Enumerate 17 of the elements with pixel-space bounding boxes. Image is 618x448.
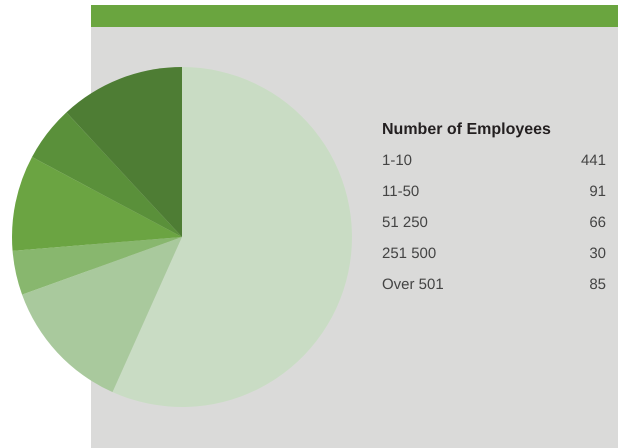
pie-slice bbox=[12, 237, 182, 295]
pie-slice bbox=[66, 67, 182, 237]
pie-slice bbox=[112, 67, 352, 407]
category-label: 11-50 bbox=[382, 183, 420, 200]
category-label: Over 501 bbox=[382, 276, 444, 293]
data-label: 441 bbox=[580, 152, 606, 169]
data-label: 91 bbox=[589, 183, 606, 200]
data-label: 85 bbox=[589, 276, 606, 293]
pie-slice bbox=[12, 156, 182, 251]
category-label: 51 250 bbox=[382, 214, 428, 231]
category-label: 1-10 bbox=[382, 152, 412, 169]
data-label: 66 bbox=[589, 214, 606, 231]
category-label: 251 500 bbox=[382, 245, 436, 262]
text: Number of Employees bbox=[382, 121, 552, 138]
pie-slice bbox=[22, 237, 182, 392]
data-label: 30 bbox=[589, 245, 606, 262]
pie-slice bbox=[32, 112, 182, 237]
